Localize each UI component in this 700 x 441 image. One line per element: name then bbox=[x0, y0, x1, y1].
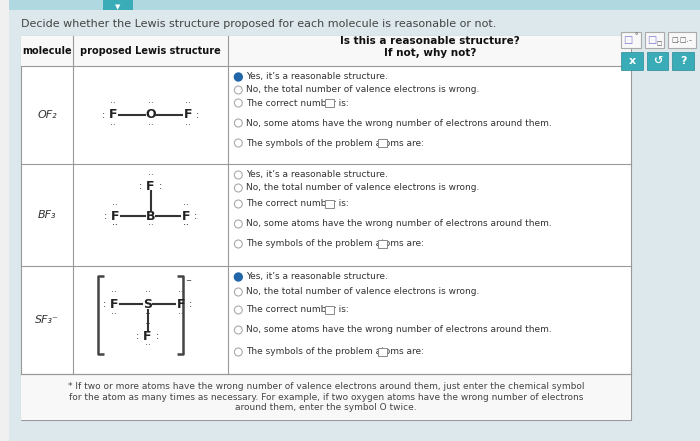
Bar bbox=[21, 36, 631, 66]
Text: □: □ bbox=[624, 35, 633, 45]
Text: ··: ·· bbox=[186, 100, 191, 108]
Text: ··: ·· bbox=[148, 122, 153, 131]
Text: Decide whether the Lewis structure proposed for each molecule is reasonable or n: Decide whether the Lewis structure propo… bbox=[21, 19, 497, 29]
Text: F: F bbox=[144, 329, 152, 343]
Text: The symbols of the problem atoms are:: The symbols of the problem atoms are: bbox=[246, 348, 424, 356]
Bar bbox=[647, 52, 668, 70]
Text: No, some atoms have the wrong number of electrons around them.: No, some atoms have the wrong number of … bbox=[246, 119, 552, 127]
Text: □: □ bbox=[657, 41, 662, 46]
Text: No, some atoms have the wrong number of electrons around them.: No, some atoms have the wrong number of … bbox=[246, 220, 552, 228]
Text: ··: ·· bbox=[183, 221, 189, 231]
Text: F: F bbox=[110, 298, 118, 310]
Bar bbox=[10, 0, 700, 10]
Text: No, the total number of valence electrons is wrong.: No, the total number of valence electron… bbox=[246, 288, 480, 296]
Text: F: F bbox=[146, 179, 155, 193]
Text: :: : bbox=[159, 181, 162, 191]
Text: :: : bbox=[104, 211, 107, 221]
Text: Is this a reasonable structure?
If not, why not?: Is this a reasonable structure? If not, … bbox=[340, 36, 519, 58]
Text: No, some atoms have the wrong number of electrons around them.: No, some atoms have the wrong number of … bbox=[246, 325, 552, 335]
Text: F: F bbox=[111, 209, 119, 223]
Text: The correct number is:: The correct number is: bbox=[246, 306, 349, 314]
Text: SF₃⁻: SF₃⁻ bbox=[35, 315, 59, 325]
Bar bbox=[379, 348, 387, 356]
Bar bbox=[645, 32, 664, 48]
Text: F: F bbox=[182, 209, 190, 223]
Text: No, the total number of valence electrons is wrong.: No, the total number of valence electron… bbox=[246, 183, 480, 193]
Bar bbox=[668, 32, 696, 48]
Text: ?: ? bbox=[680, 56, 687, 66]
Text: S: S bbox=[143, 298, 152, 310]
Text: ··: ·· bbox=[145, 288, 150, 298]
Bar bbox=[103, 0, 133, 10]
Text: ─: ─ bbox=[186, 278, 190, 284]
Text: ↺: ↺ bbox=[653, 56, 662, 66]
Bar bbox=[21, 36, 631, 420]
Text: ··: ·· bbox=[145, 341, 150, 351]
Text: ··: ·· bbox=[112, 202, 118, 210]
Text: ··: ·· bbox=[112, 221, 118, 231]
Text: Yes, it’s a reasonable structure.: Yes, it’s a reasonable structure. bbox=[246, 171, 388, 179]
Text: molecule: molecule bbox=[22, 46, 72, 56]
Text: ··: ·· bbox=[145, 310, 150, 319]
Text: :: : bbox=[102, 110, 105, 120]
Bar bbox=[21, 374, 631, 420]
Text: :: : bbox=[139, 181, 142, 191]
Text: ··: ·· bbox=[148, 172, 153, 180]
Text: * If two or more atoms have the wrong number of valence electrons around them, j: * If two or more atoms have the wrong nu… bbox=[68, 382, 584, 412]
Text: O: O bbox=[145, 108, 156, 122]
Text: ··: ·· bbox=[186, 122, 191, 131]
Text: :: : bbox=[156, 331, 159, 341]
Text: Yes, it’s a reasonable structure.: Yes, it’s a reasonable structure. bbox=[246, 72, 388, 82]
Text: F: F bbox=[177, 298, 186, 310]
Circle shape bbox=[234, 273, 242, 281]
Text: F: F bbox=[184, 108, 192, 122]
Text: ··: ·· bbox=[145, 321, 150, 329]
Text: ··: ·· bbox=[111, 310, 117, 319]
Text: ··: ·· bbox=[183, 221, 189, 231]
Text: :: : bbox=[136, 331, 139, 341]
Bar bbox=[621, 32, 640, 48]
Text: ··: ·· bbox=[178, 310, 184, 319]
Text: BF₃: BF₃ bbox=[38, 210, 56, 220]
Bar bbox=[325, 306, 334, 314]
Text: ··: ·· bbox=[112, 221, 118, 231]
Text: x: x bbox=[629, 56, 636, 66]
Bar bbox=[673, 52, 694, 70]
Text: □.□.–: □.□.– bbox=[671, 37, 693, 43]
Text: The symbols of the problem atoms are:: The symbols of the problem atoms are: bbox=[246, 239, 424, 248]
Circle shape bbox=[234, 73, 242, 81]
Text: OF₂: OF₂ bbox=[37, 110, 57, 120]
Text: B: B bbox=[146, 209, 155, 223]
Text: :: : bbox=[196, 110, 200, 120]
Bar bbox=[325, 99, 334, 107]
Text: No, the total number of valence electrons is wrong.: No, the total number of valence electron… bbox=[246, 86, 480, 94]
Text: The symbols of the problem atoms are:: The symbols of the problem atoms are: bbox=[246, 138, 424, 147]
Text: ··: ·· bbox=[178, 288, 184, 298]
Text: □: □ bbox=[647, 35, 657, 45]
Bar bbox=[379, 240, 387, 248]
Text: ··: ·· bbox=[110, 122, 116, 131]
Bar bbox=[379, 139, 387, 147]
Text: ▼: ▼ bbox=[116, 4, 120, 10]
Text: ··: ·· bbox=[148, 221, 153, 231]
Text: The correct number is:: The correct number is: bbox=[246, 199, 349, 209]
Text: °: ° bbox=[634, 33, 638, 39]
Text: ··: ·· bbox=[111, 288, 117, 298]
Bar bbox=[621, 52, 643, 70]
Text: :: : bbox=[190, 299, 193, 309]
Text: ··: ·· bbox=[110, 100, 116, 108]
Text: ··: ·· bbox=[183, 202, 189, 210]
Text: :: : bbox=[103, 299, 106, 309]
Text: proposed Lewis structure: proposed Lewis structure bbox=[80, 46, 221, 56]
Text: ··: ·· bbox=[148, 100, 153, 108]
Text: The correct number is:: The correct number is: bbox=[246, 98, 349, 108]
Bar bbox=[325, 200, 334, 208]
Text: :: : bbox=[195, 211, 197, 221]
Text: Yes, it’s a reasonable structure.: Yes, it’s a reasonable structure. bbox=[246, 273, 388, 281]
Text: F: F bbox=[108, 108, 118, 122]
